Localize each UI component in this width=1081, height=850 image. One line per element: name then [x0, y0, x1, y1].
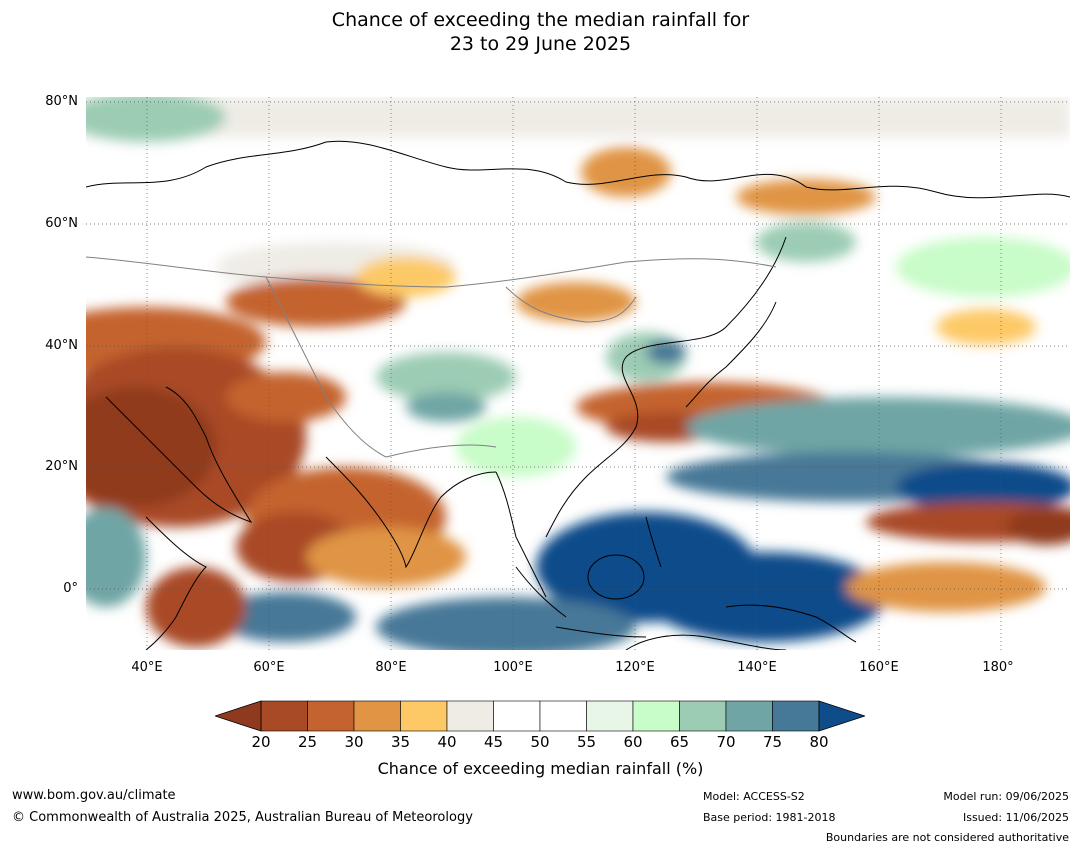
lat-label-20n: 20°N	[45, 459, 78, 474]
colorbar-tick-label: 25	[297, 733, 318, 751]
colorbar-segment	[493, 700, 541, 732]
colorbar-segment	[400, 700, 448, 732]
lon-label-180: 180°	[982, 660, 1014, 675]
lat-label-40n: 40°N	[45, 338, 78, 353]
colorbar-tick-label: 50	[530, 733, 550, 751]
colorbar-segment	[586, 700, 634, 732]
colorbar-tick-label: 70	[716, 733, 736, 751]
lat-label-60n: 60°N	[45, 216, 78, 231]
colorbar-tick-label: 45	[483, 733, 504, 751]
graticule	[86, 97, 1070, 650]
colorbar-tick-label: 80	[809, 733, 829, 751]
title-line-1: Chance of exceeding the median rainfall …	[331, 9, 750, 31]
colorbar-segment	[725, 700, 773, 732]
colorbar-segment	[772, 700, 820, 732]
colorbar-tick-label: 40	[437, 733, 457, 751]
lon-label-160e: 160°E	[859, 660, 899, 675]
footer-model: Model: ACCESS-S2	[703, 790, 805, 803]
colorbar-segment	[632, 700, 680, 732]
colorbar-tick-label: 35	[390, 733, 411, 751]
title-line-2: 23 to 29 June 2025	[449, 33, 632, 55]
footer-url[interactable]: www.bom.gov.au/climate	[12, 788, 176, 803]
colorbar-segment	[307, 700, 355, 732]
lon-label-60e: 60°E	[253, 660, 285, 675]
colorbar-segment	[353, 700, 401, 732]
footer-model-run: Model run: 09/06/2025	[943, 790, 1069, 803]
chart-title: Chance of exceeding the median rainfall …	[0, 8, 1081, 56]
footer-issued: Issued: 11/06/2025	[962, 811, 1069, 824]
lon-label-40e: 40°E	[131, 660, 163, 675]
lon-label-140e: 140°E	[737, 660, 777, 675]
colorbar-segment	[260, 700, 308, 732]
colorbar	[215, 700, 865, 732]
colorbar-tick-label: 65	[669, 733, 690, 751]
colorbar-label: Chance of exceeding median rainfall (%)	[377, 759, 704, 778]
footer-copyright: © Commonwealth of Australia 2025, Austra…	[12, 810, 473, 825]
map-canvas	[86, 97, 1070, 650]
footer-base-period: Base period: 1981-2018	[703, 811, 836, 824]
footer-disclaimer: Boundaries are not considered authoritat…	[825, 831, 1069, 844]
colorbar-over-arrow	[818, 700, 865, 732]
colorbar-segment	[446, 700, 494, 732]
lat-label-0: 0°	[63, 581, 78, 596]
country-borders	[86, 256, 777, 458]
colorbar-tick-label: 20	[251, 733, 271, 751]
lon-label-80e: 80°E	[375, 660, 407, 675]
probability-field	[86, 97, 1070, 650]
coastlines	[86, 140, 1070, 650]
rainfall-map	[86, 97, 1070, 650]
colorbar-under-arrow	[215, 700, 262, 732]
colorbar-tick-label: 30	[344, 733, 364, 751]
lon-label-100e: 100°E	[493, 660, 533, 675]
colorbar-segment	[679, 700, 727, 732]
colorbar-segment	[539, 700, 587, 732]
colorbar-tick-label: 55	[576, 733, 597, 751]
colorbar-tick-label: 60	[623, 733, 643, 751]
lat-label-80n: 80°N	[45, 94, 78, 109]
lon-label-120e: 120°E	[615, 660, 655, 675]
colorbar-tick-label: 75	[762, 733, 783, 751]
